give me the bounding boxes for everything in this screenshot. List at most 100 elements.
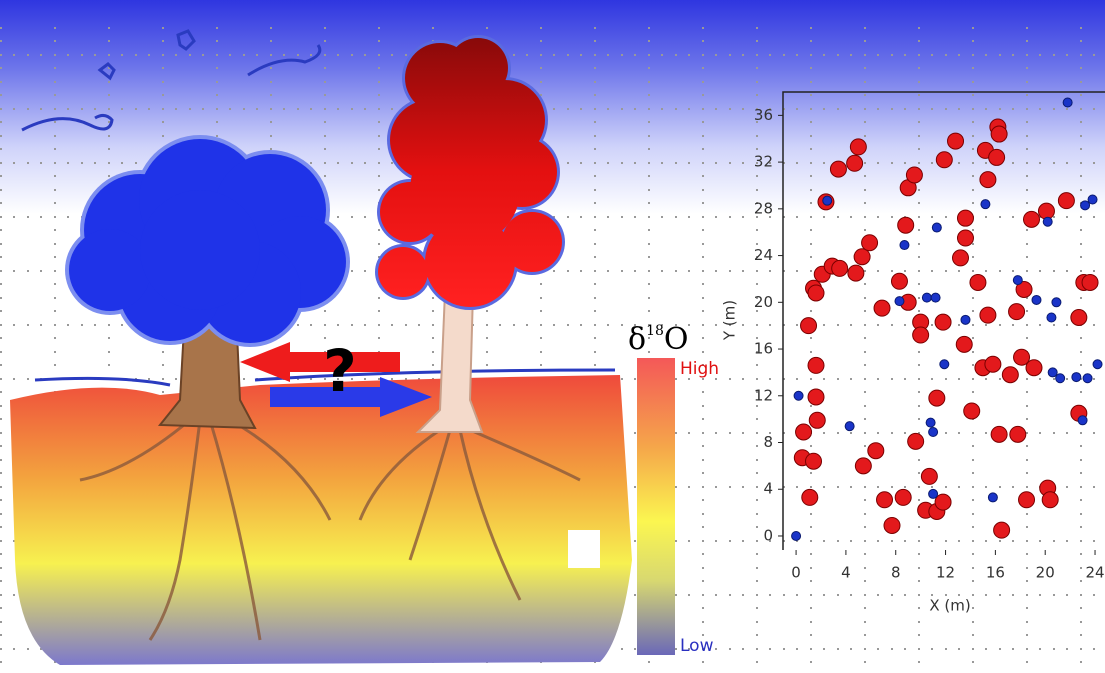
y-tick-label: 4	[763, 480, 773, 498]
point	[1019, 492, 1035, 508]
point	[1072, 373, 1081, 382]
point	[809, 412, 825, 428]
point	[929, 427, 938, 436]
point	[948, 133, 964, 149]
y-tick-label: 8	[763, 433, 773, 451]
point	[1058, 193, 1074, 209]
point	[940, 360, 949, 369]
point	[981, 200, 990, 209]
blank-patch	[568, 530, 600, 568]
point	[855, 458, 871, 474]
point	[1010, 426, 1026, 442]
y-tick-label: 0	[763, 526, 773, 544]
colorbar	[637, 358, 675, 655]
point	[1093, 360, 1102, 369]
point	[1071, 309, 1087, 325]
point	[895, 297, 904, 306]
point	[926, 418, 935, 427]
point	[906, 167, 922, 183]
point	[1013, 276, 1022, 285]
y-tick-label: 28	[754, 199, 773, 217]
point	[808, 389, 824, 405]
point	[957, 210, 973, 226]
x-tick-label: 20	[1036, 564, 1055, 582]
point	[961, 315, 970, 324]
point	[900, 241, 909, 250]
point	[970, 274, 986, 290]
soil	[10, 375, 632, 665]
point	[808, 285, 824, 301]
point	[936, 152, 952, 168]
x-tick-label: 16	[986, 564, 1005, 582]
point	[801, 318, 817, 334]
element: O	[664, 322, 689, 357]
x-tick-label: 24	[1085, 564, 1104, 582]
point	[1043, 217, 1052, 226]
point	[877, 492, 893, 508]
point	[929, 489, 938, 498]
y-tick-label: 12	[754, 386, 773, 404]
point	[980, 172, 996, 188]
point	[1032, 295, 1041, 304]
point	[895, 489, 911, 505]
point	[794, 391, 803, 400]
point	[985, 356, 1001, 372]
point	[1083, 374, 1092, 383]
colorbar-low: Low	[680, 636, 714, 656]
point	[1009, 304, 1025, 320]
point	[1024, 211, 1040, 227]
point	[989, 149, 1005, 165]
point	[1047, 313, 1056, 322]
y-tick-label: 32	[754, 153, 773, 171]
point	[964, 403, 980, 419]
point	[1063, 98, 1072, 107]
point	[792, 531, 801, 540]
point	[830, 161, 846, 177]
point	[991, 426, 1007, 442]
point	[806, 453, 822, 469]
point	[796, 424, 812, 440]
point	[956, 336, 972, 352]
point	[1042, 492, 1058, 508]
point	[935, 494, 951, 510]
isotope: 18	[646, 323, 664, 339]
point	[1038, 203, 1054, 219]
point	[957, 230, 973, 246]
point	[891, 273, 907, 289]
x-tick-label: 0	[791, 564, 801, 582]
point	[932, 223, 941, 232]
point	[994, 522, 1010, 538]
point	[898, 217, 914, 233]
point	[980, 307, 996, 323]
point	[808, 357, 824, 373]
point	[845, 422, 854, 431]
x-axis-label: X (m)	[929, 597, 970, 615]
point	[850, 139, 866, 155]
point	[991, 126, 1007, 142]
point	[1082, 274, 1098, 290]
point	[953, 250, 969, 266]
point	[848, 265, 864, 281]
point	[823, 196, 832, 205]
point	[913, 327, 929, 343]
point	[874, 300, 890, 316]
y-tick-label: 36	[754, 106, 773, 124]
point	[862, 235, 878, 251]
colorbar-high: High	[680, 359, 719, 379]
point	[921, 468, 937, 484]
point	[854, 249, 870, 265]
point	[832, 260, 848, 276]
point	[847, 155, 863, 171]
point	[935, 314, 951, 330]
point	[884, 517, 900, 533]
point	[1026, 360, 1042, 376]
y-tick-label: 24	[754, 246, 773, 264]
x-tick-label: 4	[841, 564, 851, 582]
point	[868, 443, 884, 459]
x-tick-label: 12	[936, 564, 955, 582]
point	[1081, 201, 1090, 210]
point	[1002, 367, 1018, 383]
y-tick-label: 16	[754, 340, 773, 358]
point	[988, 493, 997, 502]
